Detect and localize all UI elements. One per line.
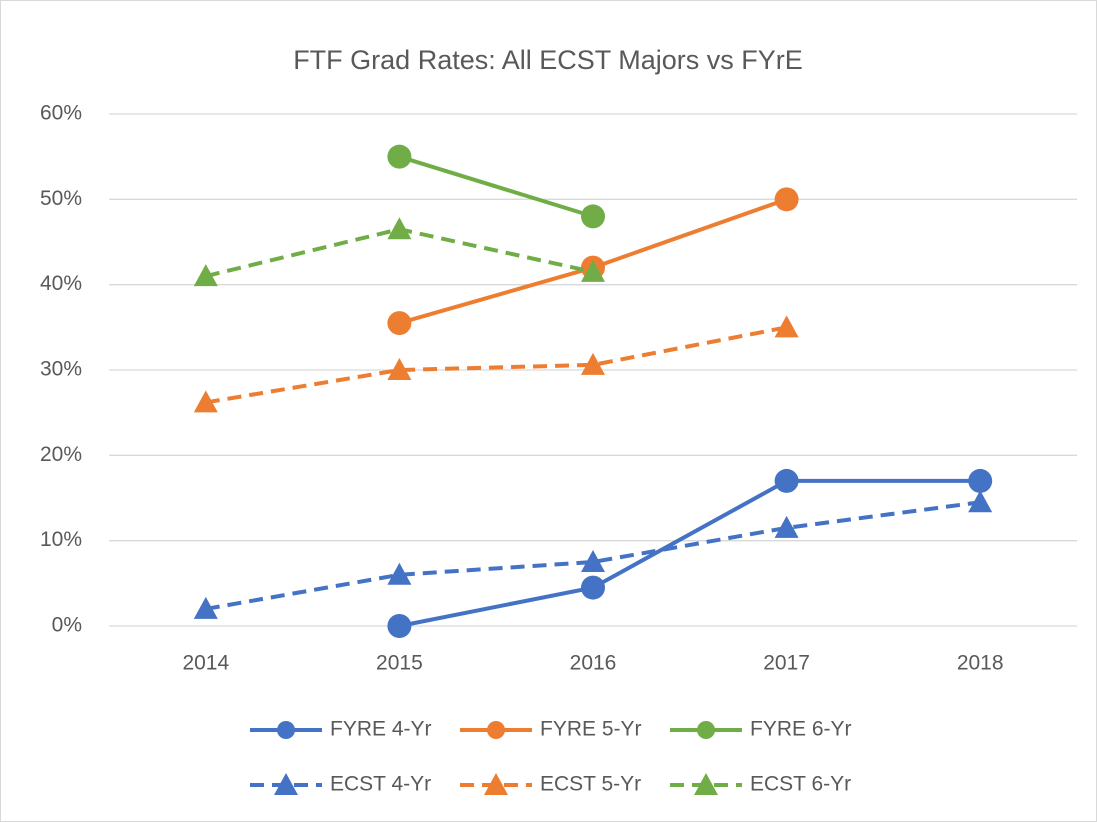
y-tick-label: 50% <box>40 187 82 210</box>
y-tick-label: 40% <box>40 272 82 295</box>
data-point <box>193 264 218 287</box>
data-point <box>387 614 412 638</box>
legend-label: ECST 6-Yr <box>750 773 851 796</box>
series-line <box>399 478 981 628</box>
legend-marker <box>277 721 295 739</box>
legend-marker <box>697 721 715 739</box>
x-tick-label: 2014 <box>182 652 229 675</box>
data-point <box>774 468 799 493</box>
legend-marker <box>487 721 505 739</box>
data-point <box>387 358 412 380</box>
y-tick-label: 10% <box>40 528 82 551</box>
series-line <box>398 154 594 219</box>
data-point <box>581 352 605 375</box>
data-point <box>774 187 799 212</box>
y-tick-label: 60% <box>40 102 82 125</box>
legend-label: ECST 4-Yr <box>330 773 431 796</box>
data-point <box>581 550 605 572</box>
legend-marker <box>484 773 508 795</box>
x-tick-label: 2015 <box>376 652 423 675</box>
legend-label: FYRE 4-Yr <box>330 718 432 741</box>
x-tick-label: 2017 <box>763 652 810 675</box>
x-tick-label: 2018 <box>957 652 1004 675</box>
x-tick-label: 2016 <box>570 652 617 675</box>
data-point <box>387 562 412 585</box>
legend-marker <box>694 773 718 795</box>
data-point <box>193 390 218 413</box>
legend-marker <box>274 773 298 795</box>
data-point <box>387 311 412 336</box>
legend-label: ECST 5-Yr <box>540 773 641 796</box>
legend-label: FYRE 5-Yr <box>540 718 642 741</box>
data-point <box>193 596 218 619</box>
data-point <box>968 468 993 493</box>
data-point <box>581 259 605 282</box>
data-point <box>581 204 605 229</box>
data-point <box>387 144 412 169</box>
y-tick-label: 0% <box>52 614 82 637</box>
data-point <box>774 515 799 538</box>
data-point <box>387 217 412 240</box>
y-tick-label: 20% <box>40 443 82 466</box>
chart-title: FTF Grad Rates: All ECST Majors vs FYrE <box>293 45 803 75</box>
data-point <box>774 315 799 338</box>
legend-label: FYRE 6-Yr <box>750 718 852 741</box>
data-point <box>581 575 605 600</box>
y-tick-label: 30% <box>40 358 82 381</box>
data-point <box>968 490 993 513</box>
series-line <box>205 325 787 405</box>
